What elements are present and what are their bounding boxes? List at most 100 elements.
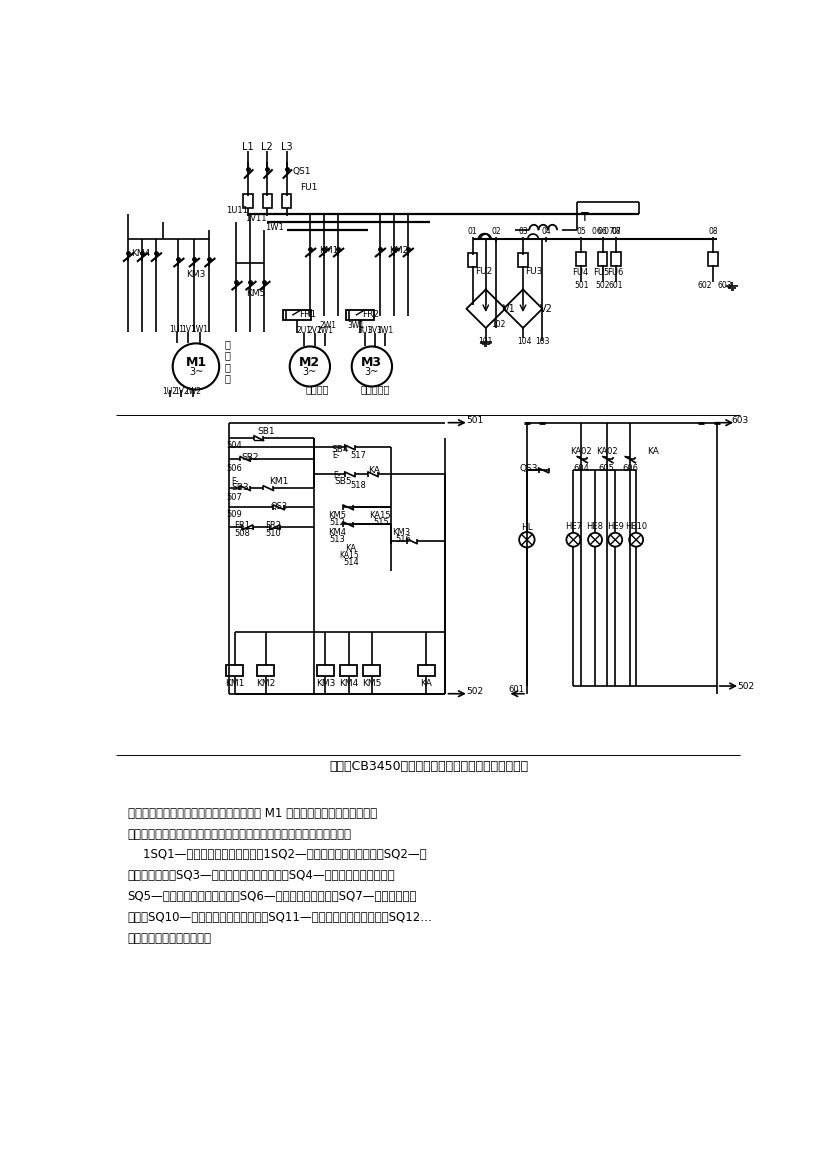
Text: 601: 601 xyxy=(609,281,624,290)
Text: 512: 512 xyxy=(329,518,345,527)
Text: L1: L1 xyxy=(242,142,253,152)
Text: 转塔的动作、前刀架的动作和后刀架的动作。其中限位开关的作用如下：: 转塔的动作、前刀架的动作和后刀架的动作。其中限位开关的作用如下： xyxy=(128,828,352,841)
Text: 605: 605 xyxy=(599,464,614,474)
Text: 所示为CB3450型组合式半自动转塔车床的主电路和控: 所示为CB3450型组合式半自动转塔车床的主电路和控 xyxy=(329,760,528,773)
Bar xyxy=(708,252,717,266)
Text: KM5: KM5 xyxy=(246,289,265,298)
Text: HL: HL xyxy=(521,522,533,532)
Text: SB5: SB5 xyxy=(334,477,351,485)
Text: KM3: KM3 xyxy=(392,527,410,536)
Text: 601: 601 xyxy=(508,685,524,694)
Text: 制回路。该机床备有三台电动机，主轴电机 M1 为双速电机。控制回路中控制: 制回路。该机床备有三台电动机，主轴电机 M1 为双速电机。控制回路中控制 xyxy=(128,807,377,820)
Text: 3W1: 3W1 xyxy=(376,326,394,334)
Text: 刀架进给碰停；SQ3—转塔刀架进给终了碰停；SQ4—转位油缸推到终端闭；: 刀架进给碰停；SQ3—转塔刀架进给终了碰停；SQ4—转位油缸推到终端闭； xyxy=(128,870,395,882)
Text: KA: KA xyxy=(421,679,432,688)
Text: 508: 508 xyxy=(235,529,251,538)
Text: 2W1: 2W1 xyxy=(320,322,337,330)
Text: SB3: SB3 xyxy=(232,483,249,492)
Bar xyxy=(599,252,608,266)
Text: KA02: KA02 xyxy=(570,447,592,456)
Text: V2: V2 xyxy=(540,304,553,313)
Text: KA02: KA02 xyxy=(596,447,618,456)
Bar xyxy=(257,665,274,676)
Text: 103: 103 xyxy=(535,337,549,346)
Text: 03: 03 xyxy=(518,228,528,236)
Text: SB4: SB4 xyxy=(332,445,349,454)
Text: 06: 06 xyxy=(598,228,608,236)
Text: 517: 517 xyxy=(350,450,366,460)
Text: 02: 02 xyxy=(491,228,501,236)
Text: 501: 501 xyxy=(573,281,589,290)
Text: FU4: FU4 xyxy=(572,268,588,277)
Text: KM1: KM1 xyxy=(269,477,288,486)
Text: 518: 518 xyxy=(350,482,366,490)
Text: 1W2: 1W2 xyxy=(185,387,201,396)
Text: FU5: FU5 xyxy=(594,268,609,277)
Text: KM3: KM3 xyxy=(186,269,206,279)
Text: 06 07: 06 07 xyxy=(592,228,614,236)
Text: 504: 504 xyxy=(226,441,242,450)
Bar xyxy=(346,310,375,319)
Text: V1: V1 xyxy=(502,304,516,313)
Text: 3~: 3~ xyxy=(189,367,203,377)
Text: L2: L2 xyxy=(262,142,273,152)
Text: M1: M1 xyxy=(186,356,206,369)
Bar xyxy=(243,194,252,208)
Bar xyxy=(364,665,380,676)
Bar xyxy=(317,665,334,676)
Text: 514: 514 xyxy=(343,558,359,568)
Text: SB1: SB1 xyxy=(257,427,275,437)
Text: KM4: KM4 xyxy=(339,679,359,688)
Text: FU1: FU1 xyxy=(301,183,318,193)
Text: KM1: KM1 xyxy=(225,679,244,688)
Text: KM5: KM5 xyxy=(362,679,381,688)
Text: E-: E- xyxy=(333,471,340,481)
Text: 油泵电机: 油泵电机 xyxy=(306,384,329,395)
Text: 01: 01 xyxy=(468,228,477,236)
Text: 513: 513 xyxy=(329,535,345,545)
Text: 1W1: 1W1 xyxy=(265,223,283,232)
Text: KM4: KM4 xyxy=(131,248,150,258)
Bar xyxy=(227,665,243,676)
Text: HE9: HE9 xyxy=(607,522,624,531)
Text: 502: 502 xyxy=(737,682,755,691)
Text: 507: 507 xyxy=(226,493,242,502)
Text: E-: E- xyxy=(232,477,239,486)
Text: 502: 502 xyxy=(466,687,483,695)
Text: 1SQ1—前刀架送进终了死碰停；1SQ2—前刀架反切终了死碰停；SQ2—后: 1SQ1—前刀架送进终了死碰停；1SQ2—前刀架反切终了死碰停；SQ2—后 xyxy=(128,849,426,861)
Text: 08: 08 xyxy=(708,228,717,236)
Text: 冷却泵电机: 冷却泵电机 xyxy=(360,384,390,395)
Text: FR1: FR1 xyxy=(234,521,251,531)
Text: 104: 104 xyxy=(517,337,532,346)
Text: HE10: HE10 xyxy=(625,522,647,531)
Text: 604: 604 xyxy=(573,464,589,474)
Bar xyxy=(282,194,291,208)
Text: KA: KA xyxy=(345,545,356,554)
Text: M3: M3 xyxy=(361,356,382,369)
Text: E-: E- xyxy=(333,450,340,460)
Text: 515: 515 xyxy=(374,518,389,527)
Text: 04: 04 xyxy=(542,228,551,236)
Text: KA: KA xyxy=(647,447,659,456)
Text: SB2: SB2 xyxy=(241,453,258,462)
Bar xyxy=(418,665,435,676)
Text: 08: 08 xyxy=(611,228,621,236)
Text: 501: 501 xyxy=(466,416,483,425)
Text: 1V11: 1V11 xyxy=(246,214,267,223)
Bar xyxy=(263,194,272,208)
Text: T: T xyxy=(581,211,589,224)
Text: 1U11: 1U11 xyxy=(227,207,248,216)
Text: L3: L3 xyxy=(281,142,293,152)
Text: 1U1: 1U1 xyxy=(169,325,184,334)
Text: 3W1: 3W1 xyxy=(348,322,365,330)
Text: 516: 516 xyxy=(395,535,410,545)
Bar xyxy=(577,252,586,266)
Text: QS2: QS2 xyxy=(270,502,288,511)
Text: KM1: KM1 xyxy=(319,246,339,255)
Text: FR2: FR2 xyxy=(363,310,380,319)
Text: M2: M2 xyxy=(299,356,320,369)
Text: 05: 05 xyxy=(576,228,586,236)
Text: HE7: HE7 xyxy=(565,522,582,531)
Text: KM2: KM2 xyxy=(256,679,275,688)
Text: 1U2: 1U2 xyxy=(162,387,177,396)
